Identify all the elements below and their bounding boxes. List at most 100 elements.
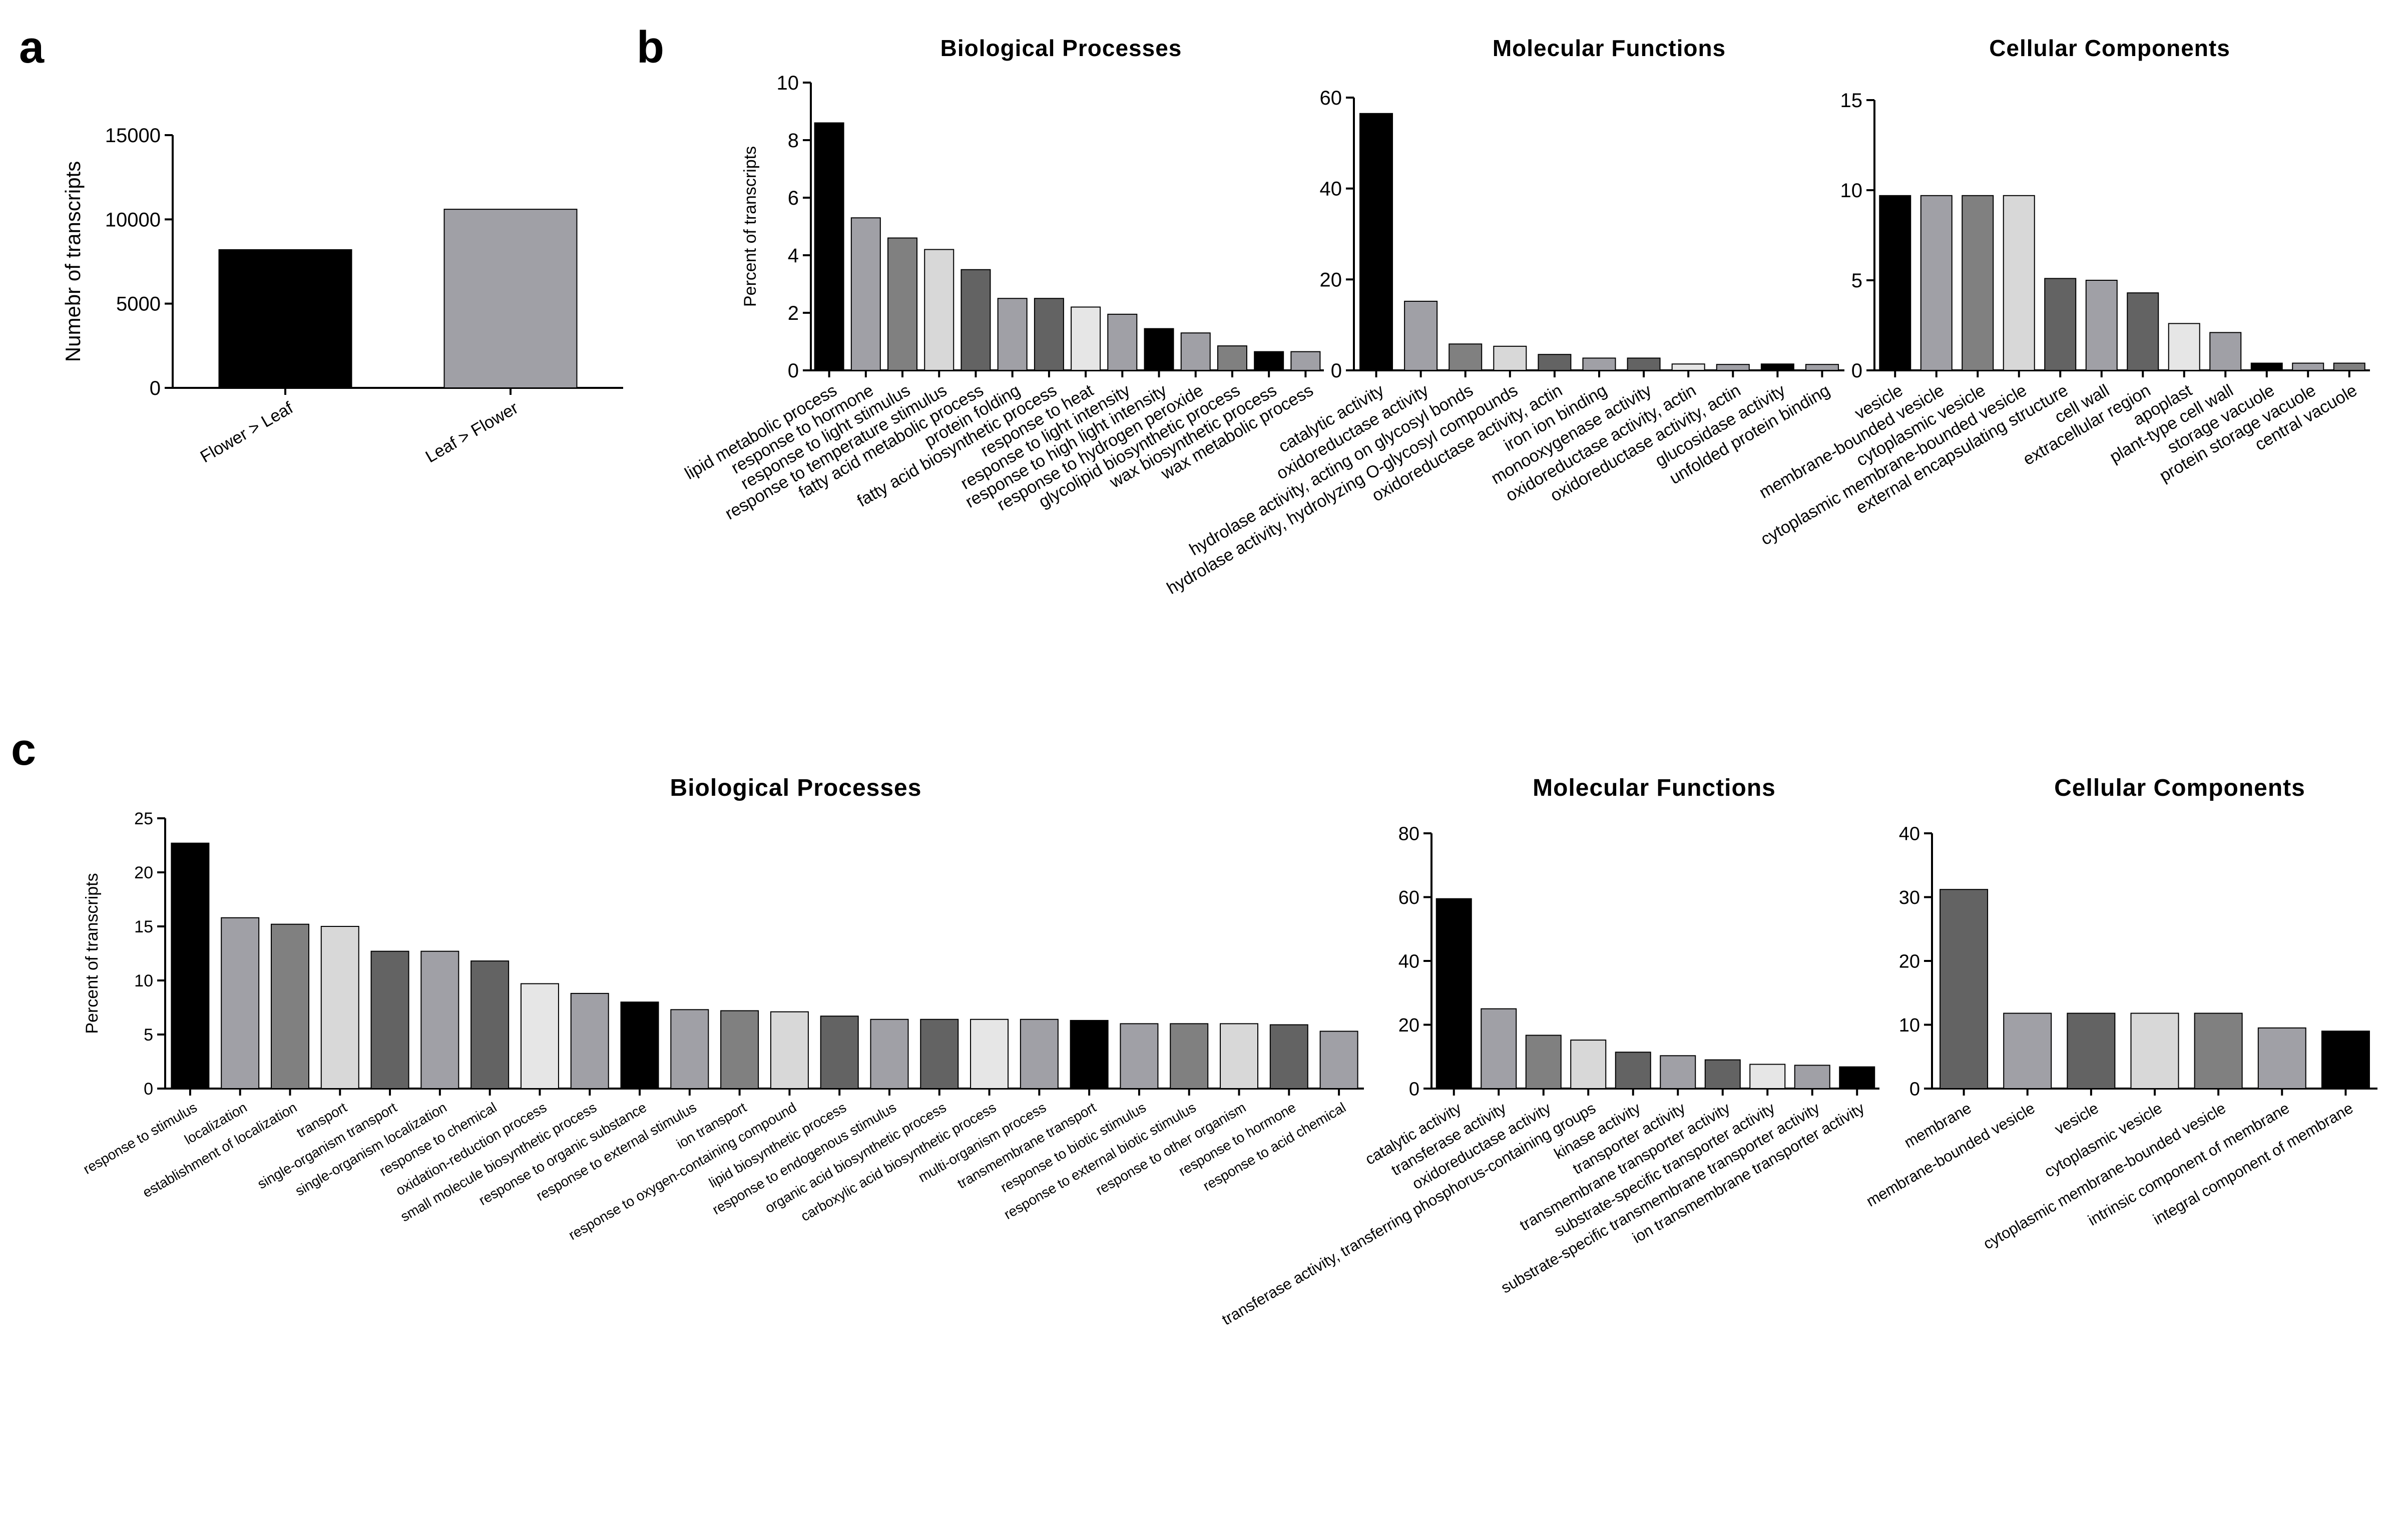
bar-oxidoreductase-activity-actin: [1538, 354, 1572, 371]
bar-substrate-specific-transporter-activity: [1749, 1064, 1786, 1090]
panel-label-b: b: [637, 23, 664, 73]
bar-response-to-high-light-intensity: [1144, 328, 1174, 371]
y-tick-label: 0: [144, 1080, 153, 1099]
y-tick-label: 25: [134, 809, 153, 828]
bar-response-to-oxygen-containing-compound: [770, 1011, 809, 1090]
y-tick-label: 5: [1851, 270, 1862, 292]
y-tick-label: 10: [1899, 1015, 1920, 1036]
bar-response-to-heat: [1071, 306, 1101, 371]
bar-protein-storage-vacuole: [2292, 362, 2324, 371]
y-tick-label: 80: [1398, 823, 1419, 844]
bar-ion-transmembrane-transporter-activity: [1839, 1066, 1875, 1089]
bar-substrate-specific-transmembrane-transporter-activity: [1794, 1065, 1830, 1089]
bar-transferase-activity: [1481, 1008, 1517, 1089]
bar-response-to-chemical: [470, 960, 510, 1089]
bar-monooxygenase-activity: [1627, 357, 1661, 371]
y-tick-label: 40: [1398, 951, 1419, 972]
y-tick-label: 15: [1840, 90, 1863, 112]
y-tick-label: 0: [1331, 360, 1342, 382]
bar-carboxylic-acid-biosynthetic-process: [970, 1018, 1009, 1090]
y-tick-label: 8: [788, 130, 799, 152]
bar-cytoplasmic-vesicle: [2130, 1012, 2179, 1090]
y-tick-label: 10: [134, 971, 153, 990]
chart-title: Molecular Functions: [1493, 35, 1726, 61]
bar-hydrolase-activity-hydrolyzing-o-glycosyl-compounds: [1493, 345, 1527, 371]
bar-cell-wall: [2085, 280, 2118, 371]
chart-title: Cellular Components: [1989, 35, 2230, 61]
chart-b-cc: Cellular Components051015vesiclemembrane…: [1756, 35, 2370, 549]
bar-extracellular-region: [2127, 292, 2159, 371]
bar-fatty-acid-metabolic-process: [960, 269, 991, 371]
y-tick-label: 40: [1320, 178, 1342, 200]
bar-ion-transport: [720, 1010, 759, 1089]
bar-response-to-hormone: [850, 217, 881, 371]
y-tick-label: 60: [1398, 887, 1419, 908]
y-tick-label: 30: [1899, 887, 1920, 908]
y-tick-label: 10: [777, 72, 799, 94]
bar-kinase-activity: [1615, 1052, 1651, 1089]
bar-localization: [221, 917, 260, 1089]
bar-response-to-light-stimulus: [887, 237, 918, 371]
bar-lipid-metabolic-process: [814, 122, 844, 371]
chart-title: Biological Processes: [670, 775, 922, 801]
bar-unfolded-protein-binding: [1805, 364, 1839, 371]
bar-central-vacuole: [2333, 362, 2365, 371]
bar-response-to-hydrogen-peroxide: [1180, 332, 1211, 371]
y-tick-label: 5000: [116, 293, 161, 315]
y-tick-label: 0: [150, 377, 161, 399]
bar-response-to-organic-substance: [620, 1001, 659, 1089]
category-label: vesicle: [2052, 1099, 2102, 1138]
chart-title: Molecular Functions: [1533, 775, 1776, 801]
bar-vesicle: [1879, 195, 1911, 371]
bar-small-molecule-biosynthetic-process: [570, 992, 609, 1090]
bar-response-to-external-stimulus: [670, 1009, 709, 1089]
bar-establishment-of-localization: [270, 923, 309, 1090]
category-label: Flower > Leaf: [197, 398, 297, 467]
bar-iron-ion-binding: [1582, 357, 1616, 371]
bar-glycolipid-biosynthetic-process: [1217, 345, 1247, 371]
bar-external-encapsulating-structure: [2044, 278, 2077, 371]
chart-title: Biological Processes: [940, 35, 1182, 61]
y-tick-label: 20: [134, 863, 153, 882]
y-axis-label: Percent of transcripts: [741, 146, 760, 307]
bar-plant-type-cell-wall: [2209, 332, 2242, 371]
y-tick-label: 20: [1320, 269, 1342, 291]
bar-transmembrane-transport: [1070, 1019, 1109, 1090]
y-tick-label: 20: [1899, 951, 1920, 972]
bar-lipid-biosynthetic-process: [820, 1015, 859, 1090]
bar-membrane-bounded-vesicle: [2003, 1012, 2052, 1090]
bar-transporter-activity: [1660, 1055, 1696, 1089]
bar-response-to-hormone: [1269, 1024, 1308, 1090]
bar-flower-leaf: [218, 249, 352, 388]
bar-transferase-activity-transferring-phosphorus-containing-groups: [1570, 1040, 1607, 1090]
bar-integral-component-of-membrane: [2321, 1031, 2370, 1089]
bar-hydrolase-activity-acting-on-glycosyl-bonds: [1449, 343, 1483, 371]
bar-fatty-acid-biosynthetic-process: [1034, 298, 1064, 371]
bar-transmembrane-transporter-activity: [1704, 1059, 1741, 1089]
bar-cytoplasmic-vesicle: [1962, 195, 1994, 371]
bar-transport: [320, 926, 359, 1089]
bar-response-to-stimulus: [171, 842, 210, 1090]
category-label: Leaf > Flower: [422, 398, 522, 466]
panel-label-a: a: [19, 23, 45, 73]
bar-oxidoreductase-activity-actin: [1716, 364, 1750, 371]
bar-multi-organism-process: [1020, 1018, 1059, 1090]
bar-response-to-other-organism: [1220, 1023, 1259, 1090]
chart-a: 0 5000 10000 15000 Numebr of transcripts Flow…: [61, 125, 623, 466]
y-tick-label: 5: [144, 1025, 153, 1045]
chart-c-bp: Biological Processes 0 5 10 15 20 25 Percent of…: [81, 775, 1364, 1243]
bar-single-organism-localization: [420, 950, 459, 1090]
bar-catalytic-activity: [1359, 113, 1393, 371]
bar-oxidoreductase-activity-actin: [1671, 363, 1705, 371]
bar-storage-vacuole: [2250, 362, 2283, 371]
y-tick-label: 6: [788, 187, 799, 209]
bar-wax-biosynthetic-process: [1254, 351, 1284, 371]
bar-response-to-acid-chemical: [1319, 1031, 1358, 1090]
bar-cytoplasmic-membrane-bounded-vesicle: [2194, 1012, 2243, 1090]
bar-vesicle: [2067, 1012, 2116, 1090]
bar-response-to-endogenous-stimulus: [870, 1018, 909, 1090]
